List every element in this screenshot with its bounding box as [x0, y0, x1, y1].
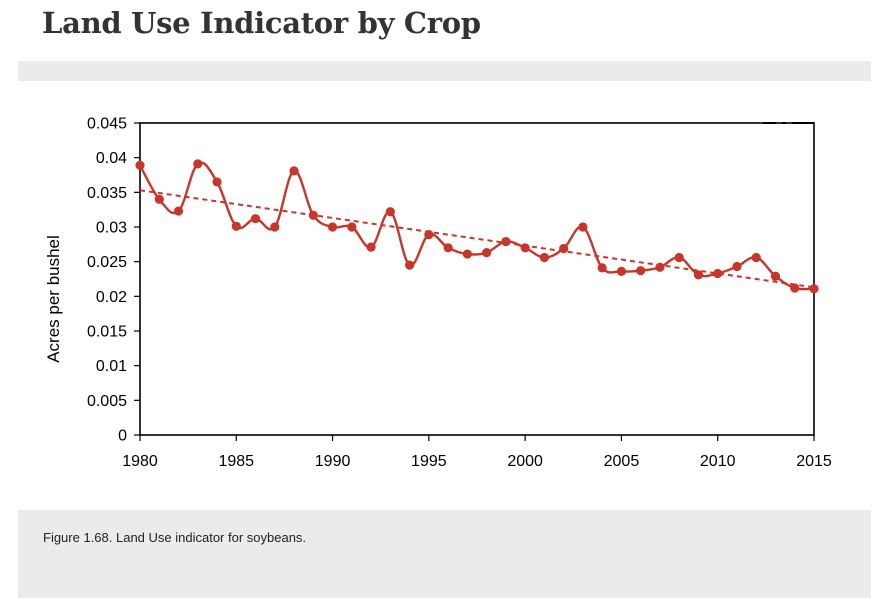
y-tick-label: 0.035	[87, 185, 127, 202]
data-point-1988	[289, 166, 299, 176]
y-tick-label: 0.025	[87, 254, 127, 271]
y-axis-title: Acres per bushel	[44, 235, 63, 363]
data-point-1991	[347, 222, 357, 232]
plot-frame	[139, 122, 815, 436]
x-tick-label: 1990	[315, 453, 351, 470]
data-point-2013	[770, 271, 781, 281]
data-point-2006	[636, 266, 646, 276]
data-point-2009	[693, 270, 704, 280]
y-tick-label: 0.03	[96, 220, 127, 237]
trendline	[139, 189, 815, 289]
data-point-2015	[809, 284, 819, 294]
x-tick-label: 2015	[796, 453, 832, 470]
x-tick-label: 1985	[218, 453, 254, 470]
data-point-1986	[250, 214, 261, 224]
y-tick-label: 0.01	[96, 358, 127, 375]
data-point-1982	[173, 206, 184, 216]
y-tick-label: 0.04	[96, 150, 127, 167]
y-tick-label: 0.015	[87, 324, 127, 341]
data-point-2012	[751, 252, 761, 263]
y-tick-label: 0.045	[87, 116, 127, 133]
data-point-1987	[270, 222, 280, 232]
data-point-2008	[674, 252, 684, 263]
data-point-1994	[405, 260, 415, 270]
data-point-1980	[135, 160, 145, 170]
y-tick-label: 0.02	[96, 289, 127, 306]
page-title: Land Use Indicator by Crop	[42, 6, 481, 40]
data-point-1993	[385, 207, 395, 217]
x-tick-label: 2010	[700, 453, 736, 470]
data-point-2003	[578, 222, 588, 232]
data-point-1992	[366, 242, 376, 252]
data-point-1989	[308, 210, 318, 220]
series-line	[138, 161, 815, 291]
x-tick-label: 2000	[507, 453, 543, 470]
data-point-2005	[616, 266, 627, 276]
data-point-2000	[520, 243, 530, 253]
y-tick-label: 0	[118, 428, 127, 445]
data-point-1997	[462, 249, 472, 259]
data-point-2011	[732, 261, 742, 272]
data-point-2002	[559, 243, 569, 254]
data-point-1999	[501, 236, 511, 247]
data-point-1990	[327, 222, 338, 232]
line-chart: 0 0.005 0.01 0.015 0.02 0.025 0.03 0.035 0.04 0.0…	[44, 116, 832, 471]
data-point-2007	[655, 262, 665, 272]
data-point-2014	[790, 283, 800, 293]
data-point-1995	[424, 230, 434, 240]
data-point-1998	[482, 248, 492, 258]
data-point-1981	[154, 194, 164, 204]
data-point-1985	[231, 221, 241, 231]
data-point-2010	[713, 268, 723, 279]
data-point-1983	[193, 159, 203, 169]
top-band	[18, 61, 871, 81]
data-point-2004	[597, 263, 607, 273]
y-tick-label: 0.005	[87, 393, 127, 410]
caption-panel: Figure 1.68. Land Use indicator for soyb…	[18, 510, 871, 598]
chart-container: 0 0.005 0.01 0.015 0.02 0.025 0.03 0.035 0.04 0.0…	[18, 81, 871, 510]
x-tick-label: 1980	[122, 453, 158, 470]
data-point-1996	[443, 243, 453, 253]
data-point-2001	[539, 252, 550, 263]
figure-caption: Figure 1.68. Land Use indicator for soyb…	[43, 530, 307, 545]
x-tick-label: 2005	[604, 453, 640, 470]
x-tick-label: 1995	[411, 453, 447, 470]
data-point-1984	[212, 177, 222, 187]
